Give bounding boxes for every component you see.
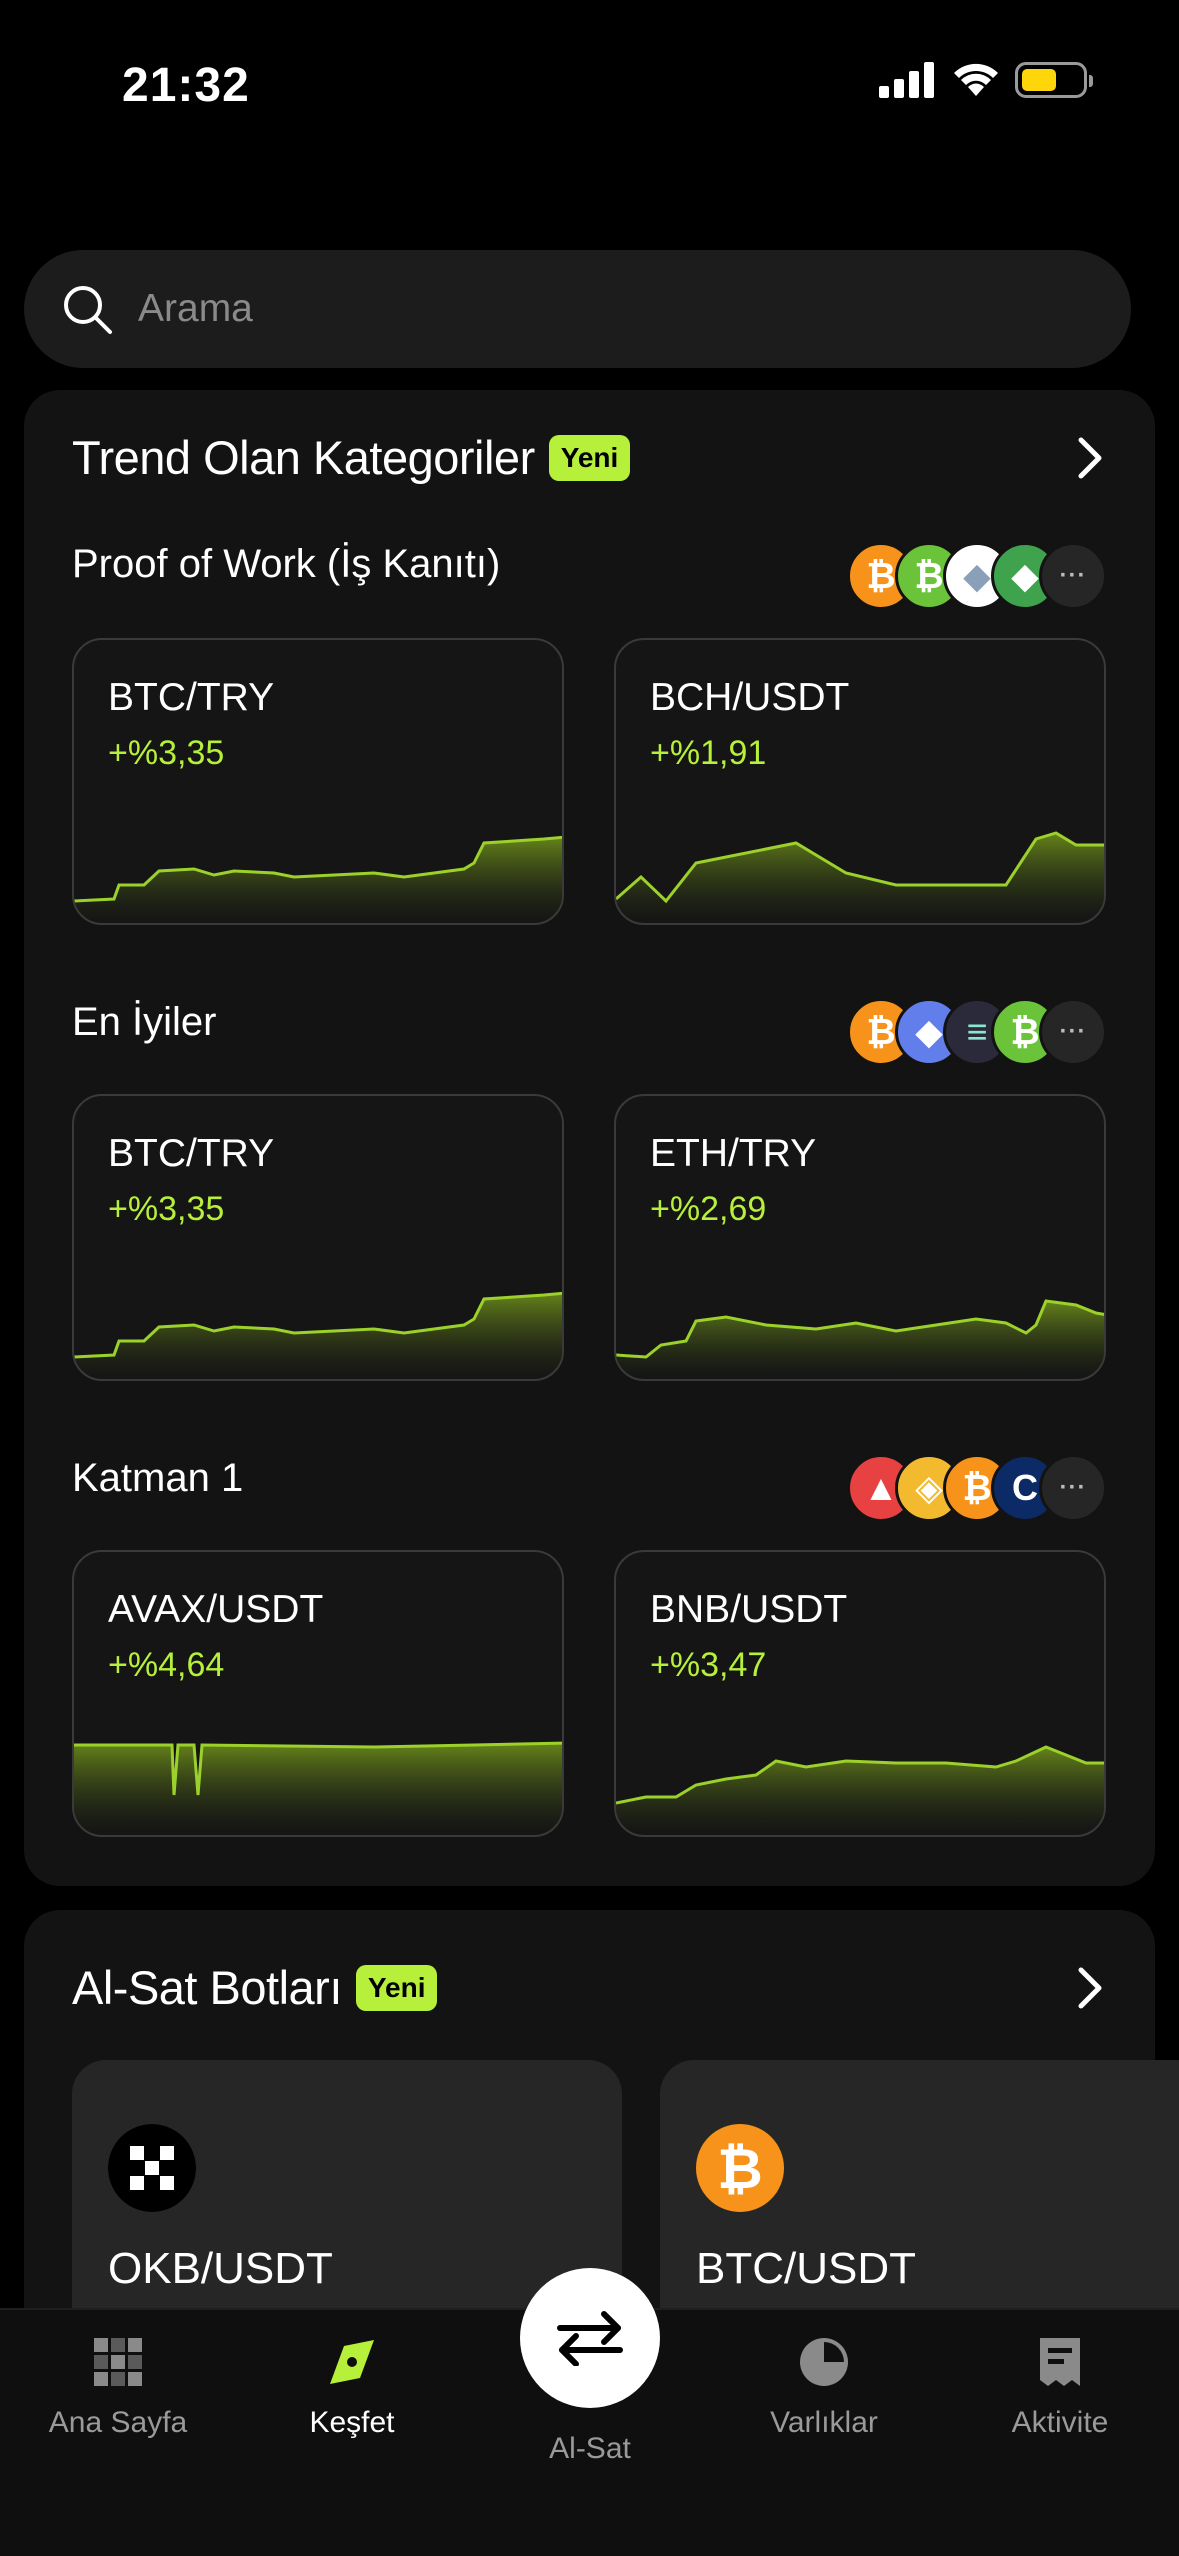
market-card[interactable]: BTC/TRY +%3,35 [72,638,564,925]
market-card[interactable]: BNB/USDT +%3,47 [614,1550,1106,1837]
cellular-signal-icon [879,62,934,98]
search-icon [64,286,112,334]
pair-name: BTC/TRY [108,676,275,719]
sparkline-chart [616,1745,1104,1835]
sparkline-chart [74,1741,562,1835]
coin-stack[interactable]: ₿ ◆ ≡ ₿ ··· [847,998,1107,1066]
wifi-icon [954,63,998,96]
tab-home[interactable]: Ana Sayfa [18,2310,218,2490]
tab-label: Keşfet [309,2406,395,2439]
tab-assets[interactable]: Varlıklar [724,2310,924,2490]
pair-name: BCH/USDT [650,676,850,719]
battery-icon [1015,62,1093,98]
status-icons [879,62,1093,98]
pair-change: +%3,35 [108,734,225,772]
category-title: En İyiler [72,1000,217,1044]
sparkline-chart [616,1299,1104,1379]
receipt-icon [1040,2338,1080,2386]
pair-name: BNB/USDT [650,1588,848,1631]
category-title: Katman 1 [72,1456,244,1500]
coin-stack[interactable]: ▲ ◈ ₿ C ··· [847,1454,1107,1522]
trending-categories-section: Trend Olan Kategoriler Yeni Proof of Wor… [24,390,1155,1886]
tab-label: Varlıklar [770,2406,878,2439]
section-title: Al-Sat Botları [72,1961,342,2014]
coin-stack[interactable]: ₿ ₿ ◆ ◆ ··· [847,542,1107,610]
more-coins-icon: ··· [1039,542,1107,610]
status-bar: 21:32 [0,0,1179,170]
market-card[interactable]: BTC/TRY +%3,35 [72,1094,564,1381]
bot-pair: BTC/USDT [696,2244,916,2293]
new-badge: Yeni [548,434,631,481]
trade-fab-button[interactable] [520,2268,660,2408]
more-coins-icon: ··· [1039,998,1107,1066]
okb-icon [108,2124,196,2212]
pair-change: +%3,47 [650,1646,767,1684]
tab-label: Ana Sayfa [48,2406,188,2439]
bitcoin-icon: ₿ [696,2124,784,2212]
tab-activity[interactable]: Aktivite [960,2310,1160,2490]
market-card[interactable]: AVAX/USDT +%4,64 [72,1550,564,1837]
section-title: Trend Olan Kategoriler [72,431,535,484]
chevron-right-icon[interactable] [1071,434,1107,482]
pie-chart-icon [800,2338,848,2386]
new-badge: Yeni [355,1964,438,2011]
swap-arrows-icon [557,2311,623,2366]
pair-name: ETH/TRY [650,1132,817,1175]
search-bar[interactable] [24,250,1131,368]
trending-header[interactable]: Trend Olan Kategoriler Yeni [72,430,631,485]
search-input[interactable] [138,287,1038,331]
tab-trade[interactable]: Al-Sat [490,2310,690,2490]
sparkline-chart [74,835,562,923]
market-card[interactable]: BCH/USDT +%1,91 [614,638,1106,925]
tab-label: Al-Sat [549,2432,631,2465]
sparkline-chart [74,1291,562,1379]
market-card[interactable]: ETH/TRY +%2,69 [614,1094,1106,1381]
more-coins-icon: ··· [1039,1454,1107,1522]
sparkline-chart [616,831,1104,923]
pair-name: AVAX/USDT [108,1588,324,1631]
bots-header[interactable]: Al-Sat Botları Yeni [72,1960,438,2015]
pair-change: +%1,91 [650,734,767,772]
pair-name: BTC/TRY [108,1132,275,1175]
bottom-tab-bar: Ana Sayfa Keşfet Al-Sat Varlıklar [0,2308,1179,2556]
tab-label: Aktivite [1011,2406,1109,2439]
pair-change: +%4,64 [108,1646,225,1684]
bot-pair: OKB/USDT [108,2244,333,2293]
status-time: 21:32 [122,59,250,112]
chevron-right-icon[interactable] [1071,1964,1107,2012]
compass-icon [330,2340,374,2384]
pair-change: +%3,35 [108,1190,225,1228]
home-grid-icon [94,2338,142,2386]
tab-discover[interactable]: Keşfet [252,2310,452,2490]
pair-change: +%2,69 [650,1190,767,1228]
category-title: Proof of Work (İş Kanıtı) [72,542,501,586]
